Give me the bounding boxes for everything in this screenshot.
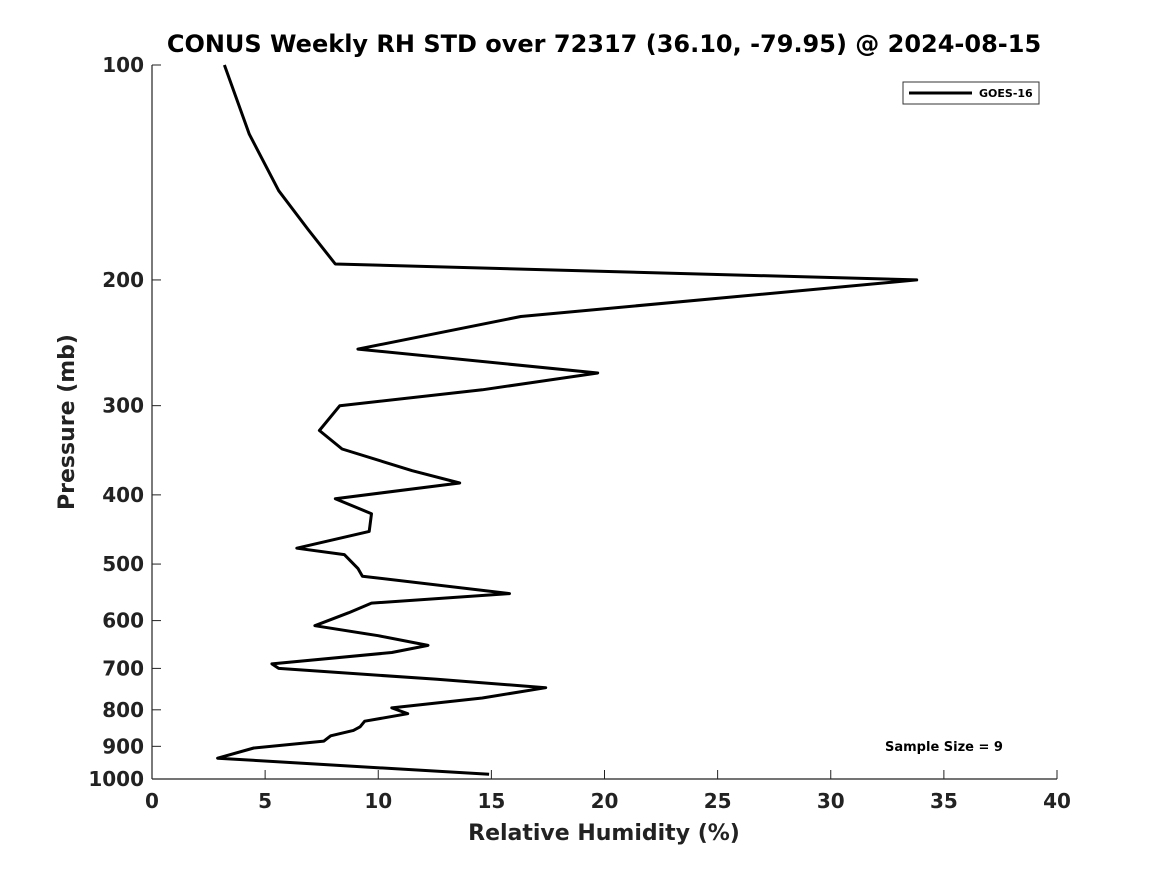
x-tick-label: 10 [364,789,392,813]
sample-size-annotation: Sample Size = 9 [885,740,1003,755]
x-tick-label: 30 [817,789,845,813]
y-tick-label: 800 [102,698,144,722]
x-tick-label: 25 [704,789,732,813]
plot-area [151,65,1057,780]
chart-title: CONUS Weekly RH STD over 72317 (36.10, -… [167,30,1041,58]
x-tick-label: 35 [930,789,958,813]
y-axis-label: Pressure (mb) [55,334,80,510]
x-axis-ticks: 0 5 10 15 20 25 30 35 40 [145,770,1071,813]
x-tick-label: 15 [477,789,505,813]
x-axis-label: Relative Humidity (%) [468,821,740,846]
x-tick-label: 40 [1043,789,1071,813]
y-tick-label: 1000 [88,767,144,791]
y-tick-label: 400 [102,483,144,507]
y-tick-label: 900 [102,734,144,758]
legend-label-goes-16: GOES-16 [979,87,1033,100]
x-tick-label: 20 [591,789,619,813]
y-tick-label: 600 [102,609,144,633]
y-axis-ticks: 100 200 300 400 500 600 700 800 900 1000 [88,53,161,791]
series-layer [216,64,919,776]
x-tick-label: 0 [145,789,159,813]
y-tick-label: 100 [102,53,144,77]
series-line-goes-16 [216,64,919,776]
y-tick-label: 300 [102,394,144,418]
legend: GOES-16 [902,81,1040,105]
y-tick-label: 500 [102,552,144,576]
x-tick-label: 5 [258,789,272,813]
y-tick-label: 200 [102,268,144,292]
y-tick-label: 700 [102,656,144,680]
